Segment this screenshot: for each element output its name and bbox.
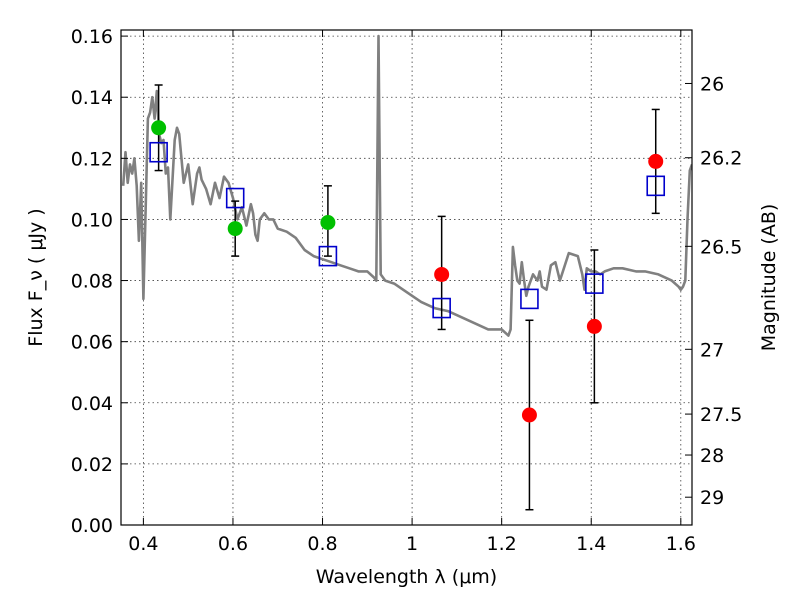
y-tick-label: 0.16 bbox=[71, 26, 113, 48]
green-data-point bbox=[151, 120, 167, 136]
y-tick-label: 0.10 bbox=[71, 209, 113, 231]
right-axis-label: Magnitude (AB) bbox=[758, 204, 780, 352]
tick-marks bbox=[121, 30, 692, 526]
magnitude-tick-label: 26.5 bbox=[700, 236, 742, 258]
y-tick-label: 0.04 bbox=[71, 393, 113, 415]
y-tick-labels: 0.00 0.02 0.04 0.06 0.08 0.10 0.12 0.14 0.16 bbox=[71, 26, 113, 537]
magnitude-tick-label: 27.5 bbox=[700, 404, 742, 426]
x-tick-label: 1.6 bbox=[666, 533, 696, 555]
x-axis-label: Wavelength λ (μm) bbox=[316, 566, 497, 588]
plot-frame bbox=[120, 29, 693, 526]
red-data-point bbox=[521, 407, 537, 423]
error-bars bbox=[154, 84, 660, 511]
grid bbox=[121, 30, 692, 526]
y-tick-label: 0.14 bbox=[71, 87, 113, 109]
y-tick-label: 0.08 bbox=[71, 271, 113, 293]
model-square-marker bbox=[520, 288, 539, 310]
x-tick-label: 0.8 bbox=[307, 533, 337, 555]
magnitude-tick-label: 28 bbox=[700, 445, 724, 467]
x-tick-label: 1.4 bbox=[576, 533, 606, 555]
green-data-point bbox=[320, 215, 336, 230]
x-tick-label: 0.4 bbox=[128, 533, 158, 555]
y-tick-label: 0.02 bbox=[71, 454, 113, 476]
y-axis-label: Flux F_ν ( μJy ) bbox=[25, 208, 47, 346]
model-square-marker bbox=[318, 245, 338, 267]
model-square-marker bbox=[149, 141, 168, 163]
magnitude-tick-label: 27 bbox=[700, 339, 724, 361]
model-square-marker bbox=[432, 297, 451, 319]
model-square-marker bbox=[225, 187, 245, 209]
model-square-marker bbox=[585, 273, 604, 294]
magnitude-tick-label: 26.2 bbox=[700, 148, 742, 170]
red-data-point bbox=[434, 266, 450, 282]
y-tick-label: 0.00 bbox=[71, 515, 113, 537]
y-tick-label: 0.12 bbox=[71, 148, 113, 170]
model-spectrum-line bbox=[121, 34, 692, 337]
model-spectrum-layer bbox=[121, 34, 692, 337]
y-tick-label: 0.06 bbox=[71, 332, 113, 354]
x-tick-labels: 0.4 0.6 0.8 1 1.2 1.4 1.6 bbox=[128, 533, 696, 555]
magnitude-tick-label: 26 bbox=[700, 73, 724, 95]
x-tick-label: 0.6 bbox=[218, 533, 248, 555]
green-data-point bbox=[227, 221, 243, 237]
data-points bbox=[149, 120, 666, 423]
magnitude-tick-labels: 26 26.2 26.5 27 27.5 28 29 bbox=[700, 73, 742, 509]
model-square-marker bbox=[646, 175, 666, 197]
red-data-point bbox=[648, 153, 664, 169]
x-tick-label: 1.2 bbox=[487, 533, 517, 555]
red-data-point bbox=[586, 318, 602, 334]
x-tick-label: 1 bbox=[406, 533, 418, 555]
magnitude-tick-label: 29 bbox=[700, 487, 724, 509]
